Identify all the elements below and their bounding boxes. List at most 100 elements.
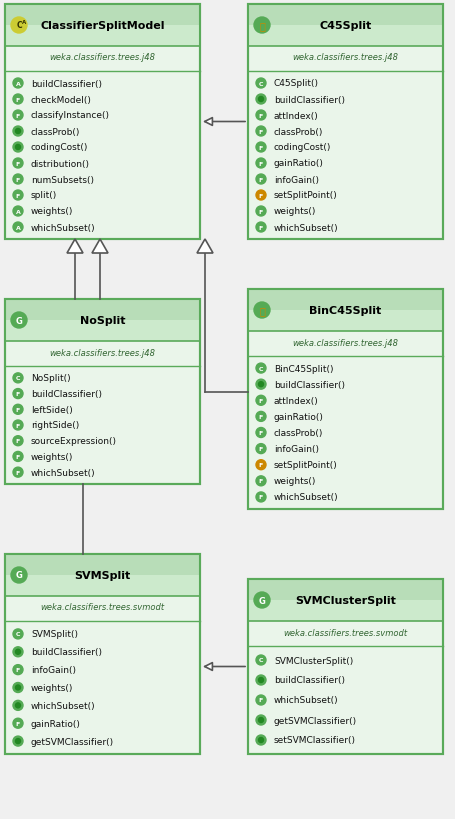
Circle shape — [13, 700, 23, 711]
Text: setSplitPoint(): setSplitPoint() — [273, 460, 337, 469]
Text: whichSubset(): whichSubset() — [31, 468, 96, 477]
Circle shape — [255, 655, 265, 665]
Text: setSVMClassifier(): setSVMClassifier() — [273, 735, 355, 744]
Text: attIndex(): attIndex() — [273, 111, 318, 120]
Text: F: F — [16, 177, 20, 183]
Circle shape — [13, 683, 23, 693]
Circle shape — [258, 382, 263, 387]
Circle shape — [255, 675, 265, 686]
Text: F: F — [258, 145, 263, 151]
Circle shape — [258, 677, 263, 683]
Bar — [5, 554, 200, 754]
Circle shape — [255, 715, 265, 725]
Text: G: G — [258, 595, 265, 604]
Circle shape — [15, 129, 20, 134]
Text: F: F — [258, 129, 263, 134]
Bar — [248, 579, 442, 754]
Text: C: C — [16, 631, 20, 636]
Text: classProb(): classProb() — [273, 127, 323, 136]
Text: weights(): weights() — [273, 477, 316, 486]
Bar — [248, 5, 442, 26]
Text: F: F — [258, 177, 263, 183]
Text: weka.classifiers.trees.svmodt: weka.classifiers.trees.svmodt — [283, 627, 407, 636]
Circle shape — [13, 174, 23, 185]
Circle shape — [258, 717, 263, 722]
Text: F: F — [258, 113, 263, 119]
Circle shape — [13, 389, 23, 399]
Circle shape — [255, 143, 265, 153]
Circle shape — [15, 739, 20, 744]
Text: F: F — [258, 479, 263, 484]
Circle shape — [13, 223, 23, 233]
Text: F: F — [258, 193, 263, 198]
Text: C: C — [16, 376, 20, 381]
Circle shape — [255, 444, 265, 454]
Text: codingCost(): codingCost() — [31, 143, 88, 152]
Circle shape — [255, 460, 265, 470]
Text: sourceExpression(): sourceExpression() — [31, 437, 117, 446]
Circle shape — [255, 695, 265, 705]
Bar — [248, 290, 442, 509]
Text: F: F — [16, 439, 20, 444]
Circle shape — [255, 191, 265, 201]
Circle shape — [255, 79, 265, 89]
Circle shape — [13, 420, 23, 431]
Bar — [5, 320, 200, 342]
Text: buildClassifier(): buildClassifier() — [31, 390, 102, 399]
Text: buildClassifier(): buildClassifier() — [273, 95, 344, 104]
Bar — [248, 579, 442, 600]
Text: ClassifierSplitModel: ClassifierSplitModel — [40, 21, 164, 31]
Text: A: A — [15, 225, 20, 230]
Text: F: F — [16, 193, 20, 198]
Polygon shape — [197, 240, 212, 254]
Bar — [5, 554, 200, 754]
Bar — [5, 5, 200, 26]
Circle shape — [13, 143, 23, 153]
Text: F: F — [16, 721, 20, 726]
Bar — [5, 26, 200, 47]
Text: A: A — [22, 20, 26, 25]
Text: codingCost(): codingCost() — [273, 143, 331, 152]
Text: weka.classifiers.trees.j48: weka.classifiers.trees.j48 — [50, 53, 155, 62]
Text: setSplitPoint(): setSplitPoint() — [273, 192, 337, 201]
Circle shape — [13, 718, 23, 728]
Text: weights(): weights() — [31, 207, 73, 216]
Text: A: A — [15, 81, 20, 86]
Bar — [248, 290, 442, 509]
Text: F: F — [16, 667, 20, 672]
Text: F: F — [16, 97, 20, 102]
Text: C: C — [258, 81, 263, 86]
Text: G: G — [15, 316, 22, 325]
Bar — [248, 579, 442, 754]
Text: gainRatio(): gainRatio() — [273, 413, 323, 421]
Text: SVMSplit: SVMSplit — [74, 570, 130, 581]
Text: F: F — [258, 398, 263, 403]
Text: infoGain(): infoGain() — [273, 445, 318, 454]
Text: C45Split(): C45Split() — [273, 79, 318, 88]
Text: F: F — [16, 470, 20, 475]
Bar — [248, 600, 442, 622]
Text: weights(): weights() — [31, 452, 73, 461]
Circle shape — [11, 313, 27, 328]
Circle shape — [13, 405, 23, 414]
Bar — [248, 5, 442, 240]
Text: gainRatio(): gainRatio() — [31, 719, 81, 728]
Text: F: F — [258, 431, 263, 436]
Circle shape — [13, 647, 23, 657]
Bar — [5, 575, 200, 596]
Bar — [248, 26, 442, 47]
Circle shape — [255, 364, 265, 373]
Circle shape — [13, 373, 23, 383]
Circle shape — [255, 412, 265, 422]
Text: F: F — [258, 225, 263, 230]
Text: getSVMClassifier(): getSVMClassifier() — [273, 716, 356, 725]
Circle shape — [13, 127, 23, 137]
Circle shape — [13, 452, 23, 462]
Polygon shape — [92, 240, 108, 254]
Text: whichSubset(): whichSubset() — [273, 695, 338, 704]
Circle shape — [258, 97, 263, 102]
Circle shape — [13, 79, 23, 89]
Circle shape — [253, 18, 269, 34]
Circle shape — [15, 145, 20, 151]
Text: whichSubset(): whichSubset() — [273, 224, 338, 233]
